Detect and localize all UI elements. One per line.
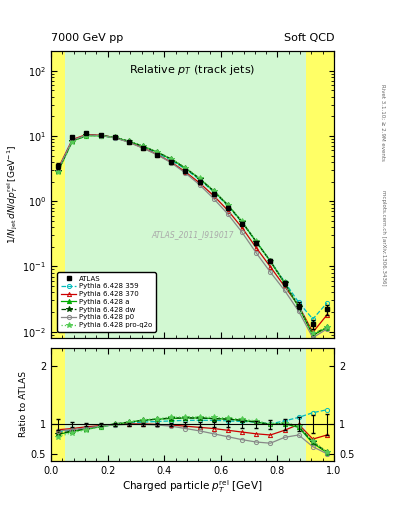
Text: 7000 GeV pp: 7000 GeV pp [51, 33, 123, 42]
Bar [306, 51, 334, 338]
Text: Soft QCD: Soft QCD [284, 33, 334, 42]
Text: ATLAS_2011_I919017: ATLAS_2011_I919017 [151, 230, 234, 239]
Bar [65, 348, 306, 461]
Legend: ATLAS, Pythia 6.428 359, Pythia 6.428 370, Pythia 6.428 a, Pythia 6.428 dw, Pyth: ATLAS, Pythia 6.428 359, Pythia 6.428 37… [57, 272, 156, 332]
Text: mcplots.cern.ch [arXiv:1306.3436]: mcplots.cern.ch [arXiv:1306.3436] [381, 190, 386, 285]
Y-axis label: $1/N_{\rm jet}\,dN/dp_T^{\rm rel}\,[{\rm GeV}^{-1}]$: $1/N_{\rm jet}\,dN/dp_T^{\rm rel}\,[{\rm… [5, 145, 20, 244]
Bar [51, 51, 65, 338]
Text: Rivet 3.1.10; ≥ 2.9M events: Rivet 3.1.10; ≥ 2.9M events [381, 84, 386, 161]
Y-axis label: Ratio to ATLAS: Ratio to ATLAS [19, 372, 28, 437]
Bar [51, 348, 65, 461]
Bar [306, 348, 334, 461]
X-axis label: Charged particle $p_T^{\rm rel}$ [GeV]: Charged particle $p_T^{\rm rel}$ [GeV] [122, 478, 263, 495]
Text: Relative $p_T$ (track jets): Relative $p_T$ (track jets) [129, 62, 256, 77]
Bar [65, 51, 306, 338]
